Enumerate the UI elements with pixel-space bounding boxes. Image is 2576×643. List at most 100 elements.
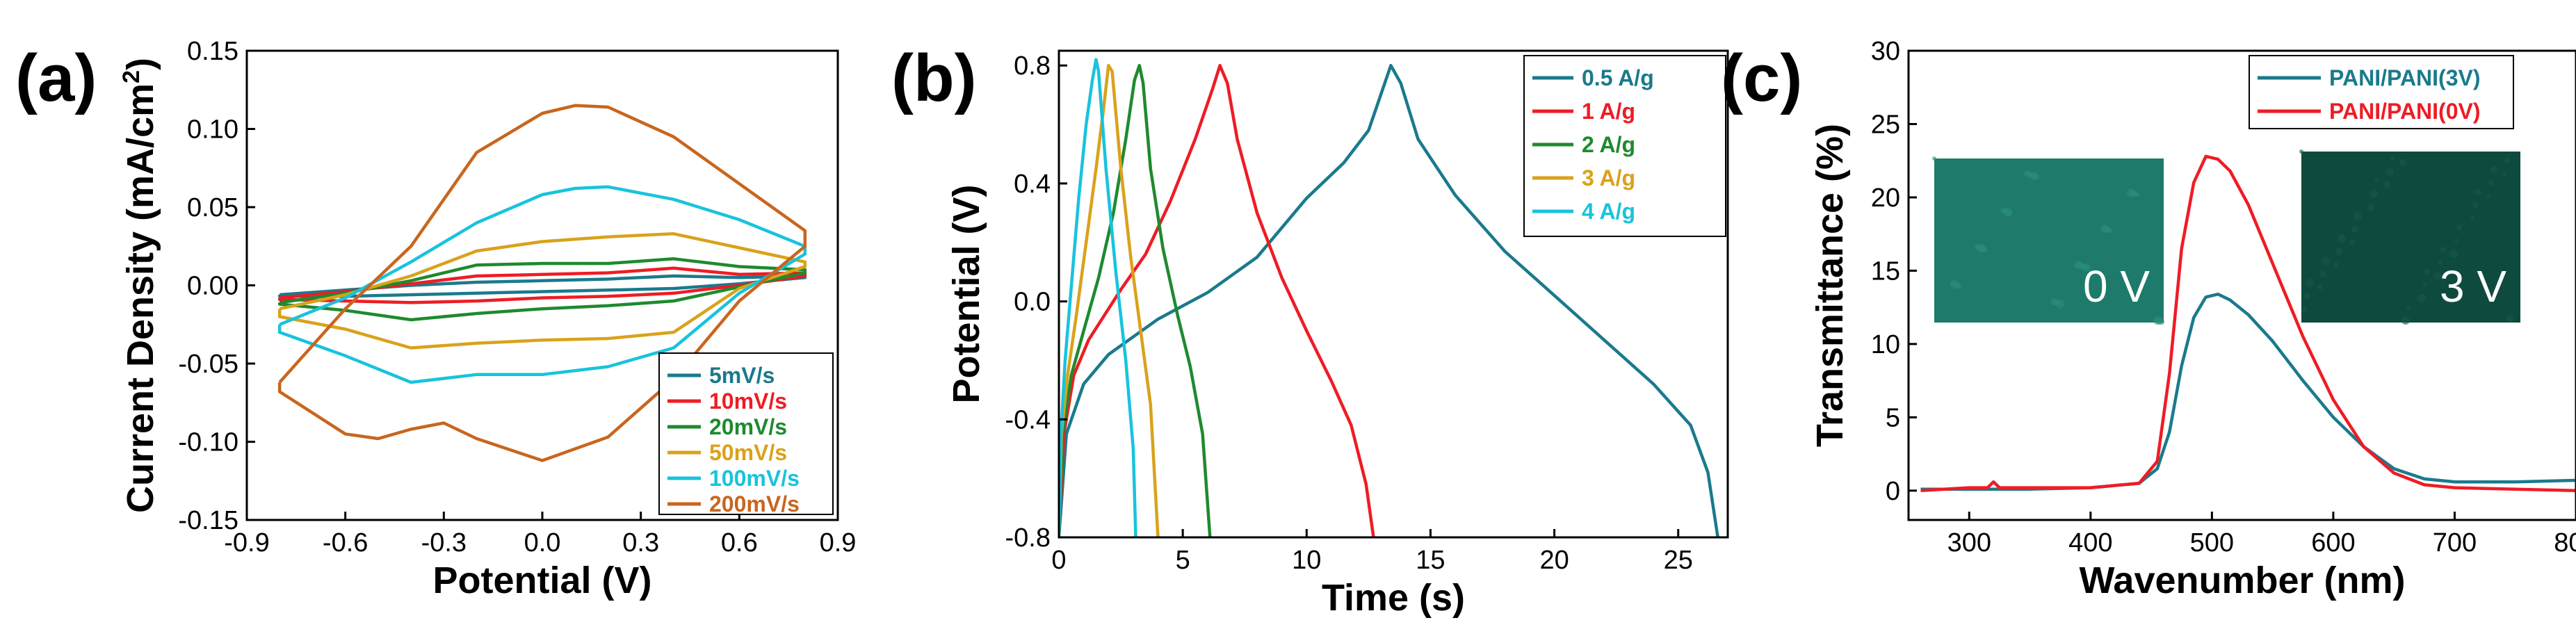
x-tick-label: 0.0 [524,528,561,557]
plot-frame [1907,49,2576,521]
y-tick-label: 5 [1886,403,1900,432]
x-tick-label: 0.3 [622,528,659,557]
legend-label: 100mV/s [709,466,800,491]
series-line [1920,154,2576,493]
legend-label: 2 A/g [1582,132,1635,157]
inset-texture-dot [2354,212,2362,220]
legend-label: 50mV/s [709,440,787,465]
inset-texture-dot [2406,305,2411,309]
inset-texture-dot [2422,283,2427,287]
inset-texture-dot [2338,234,2346,243]
x-tick-label: 800 [2554,528,2576,557]
y-tick-label: 20 [1871,184,1900,213]
inset-texture-dot [2100,225,2109,233]
legend-label: 200mV/s [709,491,800,516]
inset-texture-dot [2424,269,2430,275]
legend-box [658,352,834,515]
inset-texture-dot [2417,294,2426,302]
inset-texture-dot [2303,293,2310,300]
x-tick-label: 10 [1292,546,1321,575]
series-line [1920,292,2576,491]
panel-label: (c) [1721,41,1802,115]
y-tick-label: -0.10 [178,428,238,457]
legend-label: PANI/PANI(0V) [2329,99,2481,124]
panel-label: (a) [15,41,97,115]
inset-texture-dot [2433,272,2442,280]
panel-label: (b) [891,41,977,115]
series-line [277,104,807,462]
inset-texture-dot [2470,216,2474,220]
inset-texture-dot [1950,282,1954,286]
inset-label: 3 V [2440,261,2506,311]
inset-texture-dot [2504,158,2510,163]
series-line [1059,63,1212,537]
inset-texture-dot [2317,284,2323,290]
inset-texture-dot [2024,170,2031,177]
inset-texture-dot [2438,261,2443,265]
x-tick-label: -0.6 [323,528,368,557]
y-tick-label: 0.15 [187,37,238,66]
x-tick-label: 0 [1051,546,1066,575]
x-tick-label: 600 [2311,528,2355,557]
inset-texture-dot [1974,244,1979,250]
x-tick-label: 300 [1947,528,1991,557]
x-tick-label: 0.9 [820,528,857,557]
y-tick-label: 0.0 [1014,288,1051,317]
inset-texture-dot [2456,225,2462,230]
inset-texture-dot [2000,208,2006,213]
inset-texture-dot [2349,240,2355,245]
inset-image [1934,158,2164,323]
panel-c: (c) 0 V 3 V 300 400 500 600 700 800 0 5 10 15 20 25 30 W… [1721,37,2576,601]
inset-texture-dot [2335,248,2342,255]
inset-texture-dot [2322,257,2330,265]
inset-texture-dot [2306,279,2314,287]
legend-label: 1 A/g [1582,99,1635,124]
x-tick-label: 500 [2190,528,2234,557]
inset-texture-dot [2153,318,2157,322]
inset-texture-dot [1932,156,1936,161]
inset-texture-dot [2490,166,2497,173]
inset-texture-dot [2351,226,2358,233]
plot-frame [1058,49,1729,539]
x-tick-label: 5 [1176,546,1190,575]
x-tick-label: 0.6 [721,528,758,557]
y-tick-label: 0.05 [187,193,238,222]
inset-texture-dot [2383,181,2390,188]
series-line [1059,58,1137,537]
legend-box [2249,55,2514,129]
x-axis-label: Potential (V) [432,560,651,601]
x-tick-label: -0.9 [224,528,269,557]
y-tick-label: -0.4 [1005,405,1051,434]
series-line [277,266,807,304]
panel-a: (a) -0.9 -0.6 -0.3 0.0 0.3 0.6 0.9 -0.15 -0.10 -0.… [15,37,856,601]
y-tick-label: 15 [1871,257,1900,286]
series-line [1059,63,1375,537]
inset-texture-dot [2454,238,2458,243]
inset-texture-dot [2301,307,2307,312]
legend-label: 3 A/g [1582,165,1635,190]
x-tick-label: 15 [1416,546,1445,575]
inset-texture-dot [2440,247,2446,252]
inset-texture-dot [2050,298,2057,305]
y-tick-label: 0.4 [1014,170,1051,199]
inset-texture-dot [2474,188,2481,195]
inset-texture-dot [2074,261,2082,269]
legend-label: 20mV/s [709,414,787,439]
series-line [277,257,807,322]
y-tick-label: 25 [1871,110,1900,139]
inset-label: 0 V [2083,261,2150,311]
x-tick-label: -0.3 [421,528,467,557]
y-tick-label: 0.8 [1014,51,1051,81]
inset-texture-dot [2299,149,2303,154]
series-line [1059,63,1160,537]
x-tick-label: 25 [1664,546,1693,575]
panel-b: (b) 0 5 10 15 20 25 -0.8 -0.4 0.0 0.4 0.8 Time (s) Po… [891,41,1729,619]
x-axis-label: Time (s) [1322,577,1465,619]
inset-texture-dot [2399,159,2406,166]
legend-label: PANI/PANI(3V) [2329,65,2481,90]
y-tick-label: 0.00 [187,272,238,301]
inset-texture-dot [2333,262,2339,268]
y-tick-label: -0.05 [178,350,238,379]
inset-texture-dot [2502,172,2506,176]
